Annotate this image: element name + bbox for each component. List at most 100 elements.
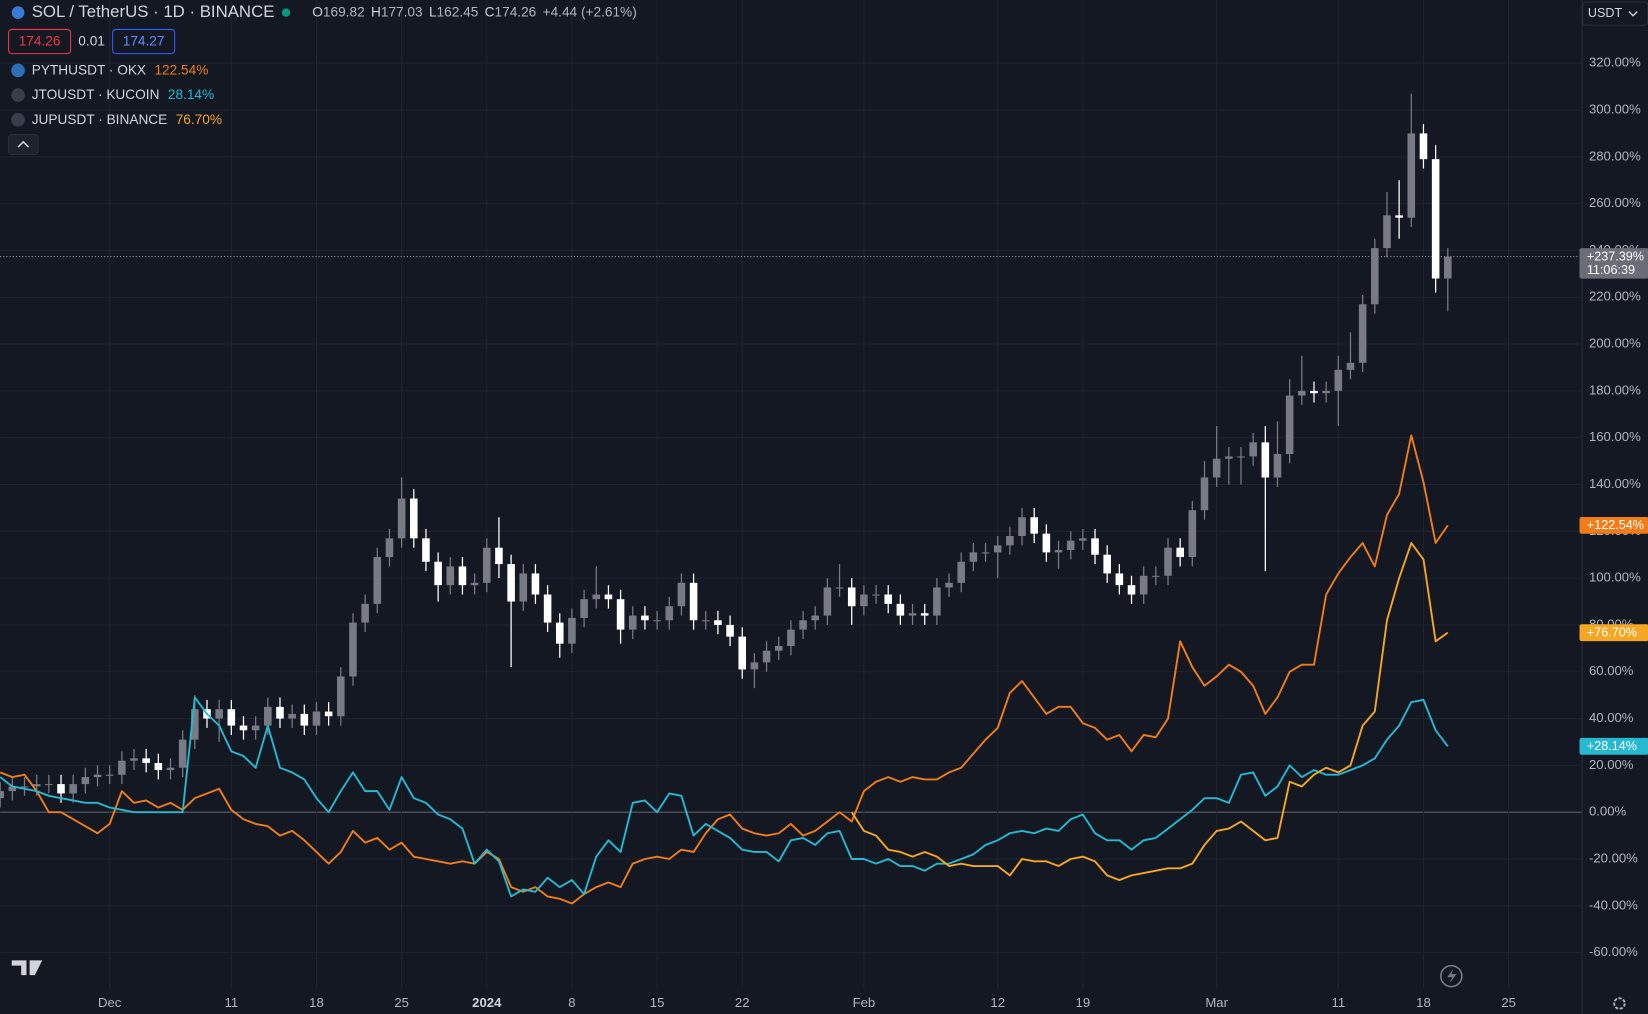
candle-body	[555, 622, 564, 644]
y-tick-label: 220.00%	[1589, 289, 1641, 304]
y-tick-label: 280.00%	[1589, 148, 1641, 163]
bid-box[interactable]	[8, 28, 72, 55]
spread: 0.01	[78, 34, 105, 49]
candle-body	[1298, 390, 1306, 396]
price-badge	[1579, 248, 1648, 279]
currency[interactable]: USDT	[1588, 6, 1623, 20]
candle-body	[543, 594, 552, 623]
candle-body	[337, 676, 345, 717]
candle-body	[896, 603, 905, 616]
y-tick-label: 40.00%	[1589, 710, 1634, 725]
candle-body	[592, 594, 601, 600]
candle-body	[251, 725, 260, 731]
candle-body	[385, 538, 394, 558]
candle-body	[1152, 575, 1160, 577]
value-badge-label: +28.14%	[1587, 739, 1637, 753]
candle-body	[1237, 456, 1245, 458]
candle-body	[1431, 159, 1440, 279]
legend-name: JTOUSDT · KUCOIN	[32, 87, 160, 102]
candle-body	[945, 582, 953, 588]
fast-button[interactable]	[1440, 964, 1463, 988]
legend-entry: JTOUSDT · KUCOIN 28.14%	[32, 87, 214, 102]
x-tick-label: 15	[650, 995, 665, 1010]
x-tick-label: Feb	[853, 995, 876, 1010]
x-tick-label: 11	[1332, 995, 1346, 1010]
ask[interactable]: 174.27	[123, 34, 165, 49]
legend-icon	[11, 88, 25, 102]
candle-body	[1176, 547, 1184, 558]
legend-icon	[11, 63, 25, 78]
candle-body	[1212, 458, 1221, 478]
y-tick-label: 140.00%	[1589, 476, 1641, 491]
ohlc-value: 162.45	[437, 4, 479, 19]
candle-body	[373, 557, 382, 604]
candle-body	[191, 709, 199, 740]
candle-body	[1139, 575, 1148, 595]
candle-body	[1371, 248, 1379, 305]
candle-body	[1066, 540, 1075, 551]
candle-body	[787, 629, 795, 647]
bid[interactable]: 174.26	[19, 34, 61, 49]
candle-body	[933, 587, 941, 616]
candle-body	[1115, 573, 1124, 586]
x-tick-label: 19	[1076, 995, 1091, 1010]
value-badge	[1579, 516, 1648, 534]
y-tick-label: 0.00%	[1589, 804, 1627, 819]
candle-body	[750, 662, 759, 670]
candle-body	[847, 587, 856, 607]
ask-box[interactable]	[112, 28, 176, 55]
candle-body	[458, 566, 467, 586]
currency-chevron	[1628, 11, 1638, 17]
candle-body	[726, 624, 734, 637]
y-tick-label: -20.00%	[1589, 850, 1638, 865]
candle-body	[1054, 550, 1063, 553]
candle-body	[32, 784, 41, 787]
candle-body	[397, 498, 406, 539]
candle-body	[969, 552, 978, 562]
ohlc-value: 169.82	[323, 4, 365, 19]
candle-body	[1346, 362, 1355, 370]
y-tick-label: 60.00%	[1589, 663, 1634, 678]
fast-icon	[1447, 968, 1457, 984]
candle-body	[714, 620, 722, 625]
candle-body	[884, 594, 893, 604]
logo[interactable]	[11, 960, 43, 976]
candle-body	[835, 587, 844, 589]
candle-body	[1164, 547, 1172, 576]
candle-body	[677, 582, 686, 607]
candle-body	[1334, 369, 1343, 391]
candle-body	[908, 613, 917, 616]
candle-body	[641, 615, 649, 621]
candle-body	[1261, 442, 1270, 478]
candle-body	[1188, 510, 1197, 558]
candle-body	[470, 582, 479, 586]
candle-body	[288, 713, 296, 719]
collapse-icon	[17, 140, 30, 148]
candle-body	[1419, 133, 1428, 160]
header: SOL / TetherUS · 1D · BINANCE O169.82 H17…	[8, 1, 1648, 1010]
y-tick-label: 260.00%	[1589, 195, 1641, 210]
candle-body	[142, 758, 150, 764]
x-tick-label: Mar	[1205, 995, 1228, 1010]
candle-body	[920, 613, 929, 616]
candle-body	[701, 620, 710, 622]
candle-body	[276, 706, 284, 719]
candle-body	[981, 552, 990, 554]
candle-body	[1395, 215, 1403, 218]
candle-body	[604, 594, 613, 600]
value-badge	[1579, 737, 1648, 755]
candle-body	[580, 599, 588, 618]
settings-button[interactable]	[1613, 997, 1626, 1010]
ohlc-value: 177.03	[381, 4, 423, 19]
series-line	[850, 542, 1449, 882]
candle-body	[57, 784, 65, 794]
collapse-button[interactable]	[8, 133, 39, 155]
market-status[interactable]	[281, 8, 291, 17]
candle-body	[81, 777, 90, 785]
candle-body	[422, 538, 430, 562]
candle-body	[1310, 390, 1318, 394]
candle-body	[762, 650, 771, 663]
x-tick-label: 25	[1501, 995, 1516, 1010]
value-badge-label: +122.54%	[1587, 518, 1644, 532]
